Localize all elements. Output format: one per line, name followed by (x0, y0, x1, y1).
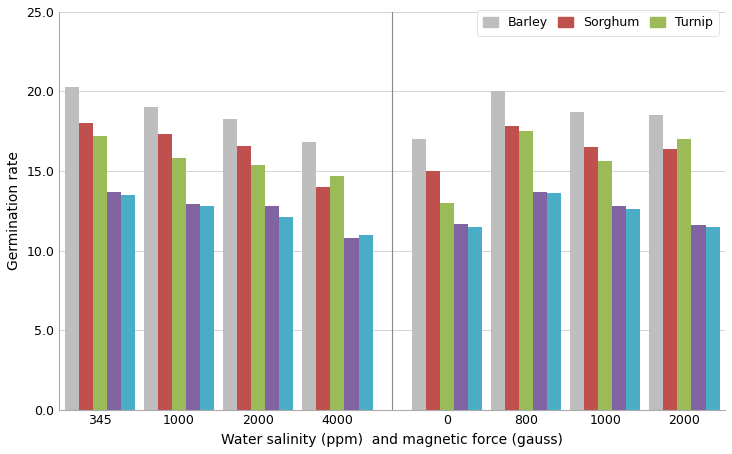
Bar (143, 108, 158, 410)
Bar (345, 238, 359, 410)
Bar (223, 118, 237, 410)
Bar (426, 171, 440, 410)
X-axis label: Water salinity (ppm)  and magnetic force (gauss): Water salinity (ppm) and magnetic force … (221, 433, 563, 447)
Bar (302, 143, 316, 410)
Legend: Barley, Sorghum, Turnip: Barley, Sorghum, Turnip (477, 10, 719, 36)
Bar (491, 92, 505, 410)
Bar (468, 227, 482, 410)
Bar (172, 158, 186, 410)
Bar (411, 139, 426, 410)
Bar (706, 227, 720, 410)
Bar (692, 225, 706, 410)
Bar (359, 235, 373, 410)
Bar (107, 192, 121, 410)
Bar (121, 195, 135, 410)
Bar (612, 206, 627, 410)
Bar (237, 146, 251, 410)
Bar (649, 115, 663, 410)
Bar (158, 134, 172, 410)
Bar (627, 209, 640, 410)
Bar (548, 193, 561, 410)
Bar (533, 192, 548, 410)
Bar (330, 176, 345, 410)
Bar (598, 162, 612, 410)
Bar (663, 149, 677, 410)
Bar (454, 223, 468, 410)
Bar (584, 147, 598, 410)
Bar (440, 203, 454, 410)
Bar (505, 127, 519, 410)
Bar (677, 139, 692, 410)
Bar (64, 87, 79, 410)
Bar (265, 206, 280, 410)
Bar (186, 204, 201, 410)
Bar (201, 206, 214, 410)
Bar (251, 165, 265, 410)
Bar (93, 136, 107, 410)
Bar (79, 123, 93, 410)
Bar (280, 217, 294, 410)
Bar (519, 131, 533, 410)
Bar (316, 187, 330, 410)
Y-axis label: Germination rate: Germination rate (7, 151, 21, 270)
Bar (570, 112, 584, 410)
